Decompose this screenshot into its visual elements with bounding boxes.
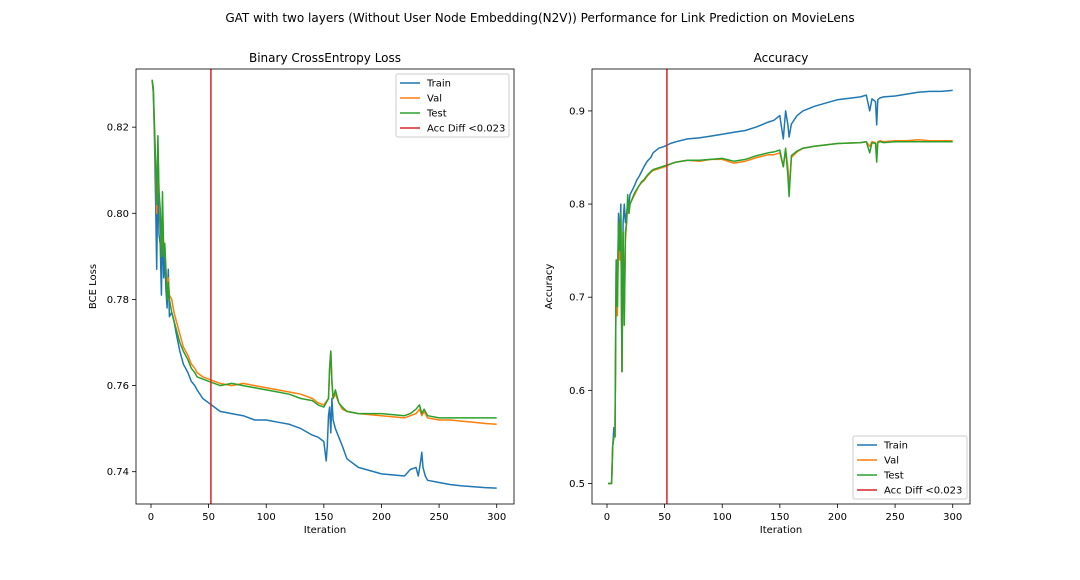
series-line-test: [151, 79, 497, 419]
legend-label-test: Test: [883, 471, 904, 482]
x-tick-label: 100: [257, 512, 276, 523]
series-line-train: [608, 89, 953, 485]
axes-frame: [135, 68, 515, 505]
x-tick-label: 50: [202, 512, 215, 523]
x-tick-label: 50: [658, 512, 671, 523]
legend-box: [852, 435, 968, 500]
x-axis-label: Iteration: [304, 525, 346, 536]
y-tick-label: 0.7: [569, 293, 585, 304]
y-tick-label: 0.6: [569, 386, 585, 397]
x-tick-label: 200: [372, 512, 391, 523]
accuracy-subplot: Accuracy 0 50 100 150 200 250 300 0.5 0.6 0.7 0.8 0.…: [544, 51, 971, 536]
legend-label-val: Val: [427, 94, 442, 105]
legend: Train Val Test Acc Diff <0.023: [852, 435, 968, 500]
x-tick-label: 250: [886, 512, 905, 523]
y-tick-label: 0.80: [107, 209, 129, 220]
x-tick-label: 300: [943, 512, 962, 523]
x-tick-label: 300: [487, 512, 506, 523]
plot-title: Accuracy: [754, 51, 809, 65]
x-tick-label: 150: [314, 512, 333, 523]
y-tick-label: 0.5: [569, 479, 585, 490]
legend-label-acc-diff-0-023: Acc Diff <0.023: [884, 486, 962, 497]
x-tick-label: 0: [604, 512, 610, 523]
legend-label-train: Train: [883, 441, 908, 452]
legend-label-val: Val: [884, 456, 899, 467]
y-tick-label: 0.82: [107, 123, 129, 134]
legend-box: [395, 73, 510, 138]
x-axis-label: Iteration: [760, 525, 802, 536]
legend-label-train: Train: [426, 79, 451, 90]
plot-title: Binary CrossEntropy Loss: [249, 51, 401, 65]
figure-suptitle: GAT with two layers (Without User Node E…: [225, 11, 854, 25]
y-tick-label: 0.9: [569, 106, 585, 117]
x-tick-label: 100: [713, 512, 732, 523]
legend: Train Val Test Acc Diff <0.023: [395, 73, 510, 138]
y-axis-label: Accuracy: [544, 264, 555, 310]
axes-frame: [591, 68, 971, 505]
series-line-test: [608, 140, 953, 485]
y-tick-label: 0.76: [107, 381, 129, 392]
y-tick-label: 0.8: [569, 200, 585, 211]
x-tick-label: 200: [828, 512, 847, 523]
x-tick-label: 0: [148, 512, 154, 523]
y-tick-label: 0.74: [107, 467, 129, 478]
y-tick-label: 0.78: [107, 295, 129, 306]
loss-subplot: Binary CrossEntropy Loss 0 50 100 150 200 250 3…: [88, 51, 515, 536]
legend-label-acc-diff-0-023: Acc Diff <0.023: [427, 124, 505, 135]
legend-label-test: Test: [426, 109, 447, 120]
y-axis-label: BCE Loss: [88, 264, 99, 309]
x-tick-label: 150: [770, 512, 789, 523]
x-tick-label: 250: [430, 512, 449, 523]
